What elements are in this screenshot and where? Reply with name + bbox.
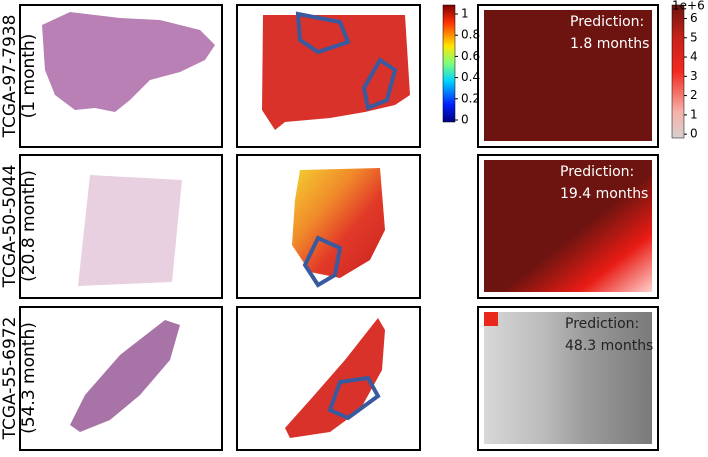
- colorbar-scale: 1e+6: [672, 0, 705, 13]
- prediction-map: [484, 312, 652, 444]
- colorbar-tick-label: 0.6: [461, 49, 480, 63]
- tissue-image: [70, 320, 180, 432]
- colorbar-tick-label: 0: [690, 127, 698, 141]
- prediction-hotspot: [484, 312, 498, 326]
- colorbar-tick-label: 1: [461, 7, 469, 21]
- attention-colorbar: [442, 4, 456, 123]
- colorbar-tick-label: 4: [690, 50, 698, 64]
- prediction-label: Prediction:: [560, 164, 634, 180]
- colorbar-tick-label: 0.8: [461, 28, 480, 42]
- colorbar-tick-label: 1: [690, 107, 698, 121]
- prediction-label: Prediction:: [570, 14, 644, 30]
- colorbar-tick-label: 2: [690, 88, 698, 102]
- region-outline: [295, 11, 398, 111]
- colorbar-tick-label: 6: [690, 11, 698, 25]
- attention-map: [292, 168, 385, 278]
- colorbar-tick-label: 5: [690, 30, 698, 44]
- survival-time: (1 month): [19, 34, 39, 119]
- prediction-value: 19.4 months: [560, 186, 648, 202]
- tissue-image: [42, 12, 215, 112]
- prediction-value: 48.3 months: [565, 338, 653, 354]
- region-outline: [302, 235, 343, 288]
- colorbar-tick-label: 0.4: [461, 70, 480, 84]
- colorbar-tick-label: 3: [690, 69, 698, 83]
- tissue-image: [78, 175, 182, 286]
- survival-time: (54.3 month): [19, 322, 39, 434]
- sample-id: TCGA-97-7938: [0, 15, 20, 139]
- sample-id: TCGA-50-5044: [0, 165, 20, 289]
- colorbar-tick-label: 0.2: [461, 91, 480, 105]
- colorbar-tick-label: 0: [461, 113, 469, 127]
- prediction-map: [484, 160, 652, 292]
- survival-time: (20.8 month): [19, 170, 39, 282]
- prediction-colorbar: [671, 4, 685, 139]
- attention-map: [262, 15, 410, 130]
- panels: [19, 4, 659, 451]
- prediction-label: Prediction:: [565, 316, 639, 332]
- region-outline: [327, 375, 381, 421]
- prediction-map: [484, 10, 652, 141]
- sample-id: TCGA-55-6972: [0, 317, 20, 441]
- prediction-value: 1.8 months: [570, 36, 649, 52]
